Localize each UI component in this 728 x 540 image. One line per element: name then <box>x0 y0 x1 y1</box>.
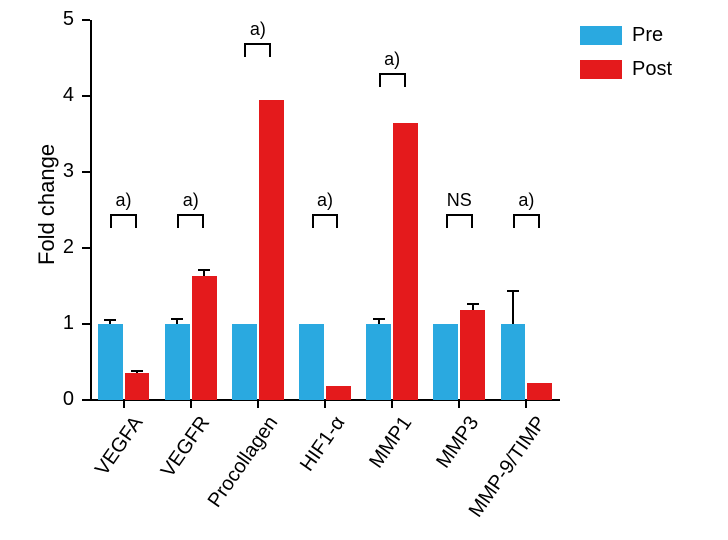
pre-bar <box>501 324 526 400</box>
significance-bracket-arm <box>538 214 540 228</box>
error-bar-cap <box>171 318 183 320</box>
pre-bar <box>366 324 391 400</box>
y-tick <box>82 399 90 401</box>
y-tick <box>82 171 90 173</box>
y-axis-line <box>90 20 92 400</box>
significance-bracket-arm <box>446 214 448 228</box>
x-tick <box>458 400 460 408</box>
post-bar <box>259 100 284 400</box>
y-tick-label: 0 <box>42 388 74 411</box>
y-tick-label: 1 <box>42 312 74 335</box>
error-bar-cap <box>507 290 519 292</box>
significance-label: a) <box>171 190 211 211</box>
significance-label: a) <box>372 49 412 70</box>
pre-bar <box>232 324 257 400</box>
significance-bracket <box>379 73 406 75</box>
error-bar-cap <box>373 318 385 320</box>
x-tick <box>190 400 192 408</box>
significance-bracket-arm <box>110 214 112 228</box>
significance-label: a) <box>238 19 278 40</box>
error-bar <box>512 290 514 324</box>
y-tick-label: 4 <box>42 84 74 107</box>
significance-bracket <box>446 214 473 216</box>
significance-bracket <box>513 214 540 216</box>
post-bar <box>460 310 485 400</box>
x-tick <box>324 400 326 408</box>
post-bar <box>527 383 552 400</box>
significance-bracket <box>312 214 339 216</box>
significance-bracket-arm <box>379 73 381 87</box>
significance-bracket-arm <box>135 214 137 228</box>
significance-bracket-arm <box>177 214 179 228</box>
y-axis-title: Fold change <box>34 144 60 265</box>
post-bar <box>326 386 351 400</box>
error-bar-cap <box>198 269 210 271</box>
pre-bar <box>433 324 458 400</box>
y-tick <box>82 247 90 249</box>
significance-bracket <box>177 214 204 216</box>
significance-bracket <box>244 43 271 45</box>
post-bar <box>192 276 217 400</box>
significance-bracket-arm <box>513 214 515 228</box>
legend-swatch <box>580 60 622 79</box>
significance-bracket-arm <box>269 43 271 57</box>
y-tick <box>82 323 90 325</box>
legend-label: Post <box>632 58 672 81</box>
pre-bar <box>98 324 123 400</box>
legend-label: Pre <box>632 24 663 47</box>
x-tick <box>123 400 125 408</box>
error-bar-cap <box>467 303 479 305</box>
y-tick <box>82 95 90 97</box>
x-tick <box>257 400 259 408</box>
significance-bracket-arm <box>471 214 473 228</box>
x-tick <box>391 400 393 408</box>
significance-bracket-arm <box>244 43 246 57</box>
significance-bracket-arm <box>336 214 338 228</box>
significance-label: a) <box>104 190 144 211</box>
error-bar-cap <box>131 370 143 372</box>
x-tick <box>525 400 527 408</box>
significance-label: NS <box>439 190 479 211</box>
significance-bracket-arm <box>202 214 204 228</box>
legend-swatch <box>580 26 622 45</box>
pre-bar <box>299 324 324 400</box>
significance-bracket-arm <box>312 214 314 228</box>
post-bar <box>393 123 418 400</box>
significance-label: a) <box>506 190 546 211</box>
significance-bracket <box>110 214 137 216</box>
y-tick <box>82 19 90 21</box>
error-bar-cap <box>104 319 116 321</box>
y-tick-label: 5 <box>42 8 74 31</box>
significance-label: a) <box>305 190 345 211</box>
pre-bar <box>165 324 190 400</box>
significance-bracket-arm <box>404 73 406 87</box>
post-bar <box>125 373 150 400</box>
fold-change-bar-chart: 012345Fold changeVEGFAa)VEGFRa)Procollag… <box>0 0 728 540</box>
